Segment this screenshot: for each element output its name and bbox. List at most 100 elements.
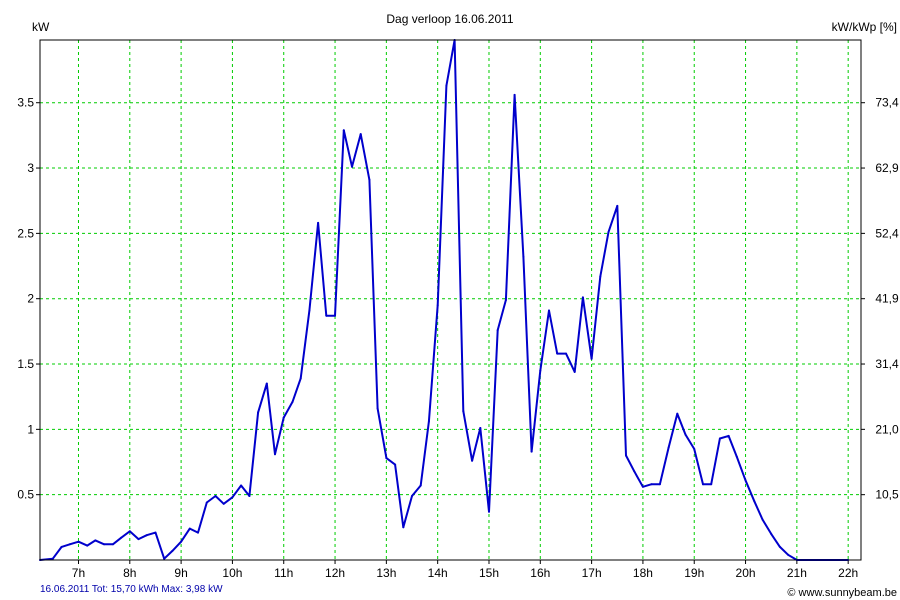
x-tick-label: 22h: [838, 566, 858, 580]
y-tick-label-left: 3: [27, 161, 34, 175]
data-point: [556, 352, 559, 355]
data-point: [103, 543, 106, 546]
data-point: [214, 495, 217, 497]
footer-copyright: © www.sunnybeam.be: [787, 587, 897, 599]
data-point: [693, 447, 696, 450]
data-point: [154, 531, 157, 534]
y-tick-label-left: 2.5: [17, 226, 34, 240]
data-point: [137, 538, 140, 541]
grid: [40, 40, 861, 560]
data-point: [522, 255, 525, 258]
data-point: [735, 455, 738, 458]
y-tick-label-left: 3.5: [17, 96, 34, 110]
data-point: [86, 544, 89, 547]
data-point: [231, 496, 234, 499]
data-point: [291, 400, 294, 403]
data-point: [376, 407, 379, 410]
data-point: [368, 178, 371, 181]
data-point: [325, 314, 328, 317]
data-point: [718, 437, 721, 440]
data-point: [625, 454, 627, 457]
footer-summary: 16.06.2011 Tot: 15,70 kWh Max: 3,98 kW: [40, 584, 223, 595]
data-point: [299, 377, 302, 380]
data-point: [436, 304, 439, 307]
data-point: [727, 434, 730, 437]
data-point: [633, 470, 636, 473]
data-point: [650, 483, 653, 486]
data-point: [667, 446, 670, 449]
data-point: [513, 93, 516, 96]
data-point: [641, 485, 644, 488]
data-point: [60, 545, 63, 548]
data-point: [479, 427, 482, 429]
data-point: [308, 309, 311, 312]
data-point: [197, 531, 199, 534]
data-point: [496, 329, 499, 332]
chart-title: Dag verloop 16.06.2011: [386, 12, 514, 26]
data-point: [163, 557, 166, 560]
x-tick-label: 14h: [428, 566, 448, 580]
y-tick-label-right: 10,5: [875, 488, 899, 502]
data-point: [471, 459, 474, 462]
data-point: [565, 352, 567, 355]
data-point: [120, 536, 123, 539]
data-point: [616, 204, 619, 207]
data-point: [128, 530, 131, 533]
data-point: [676, 412, 679, 415]
data-point: [462, 410, 465, 413]
data-point: [427, 420, 430, 423]
data-point: [94, 539, 97, 542]
data-point: [240, 484, 243, 487]
y-tick-label-left: 1: [27, 422, 34, 436]
data-point: [282, 416, 285, 419]
x-tick-label: 18h: [633, 566, 653, 580]
y-tick-label-right: 52,4: [875, 226, 899, 240]
y-tick-label-right: 41,9: [875, 292, 899, 306]
data-point: [590, 357, 593, 360]
data-point: [77, 540, 80, 543]
data-point: [581, 296, 584, 299]
data-point: [171, 549, 174, 552]
x-tick-label: 17h: [582, 566, 602, 580]
y-tick-label-right: 62,9: [875, 161, 899, 175]
data-point: [257, 411, 260, 414]
x-tick-label: 10h: [222, 566, 242, 580]
y-tick-label-right: 31,4: [875, 357, 899, 371]
x-tick-label: 19h: [684, 566, 704, 580]
data-point: [248, 495, 251, 497]
data-point: [188, 527, 191, 530]
data-point: [419, 484, 422, 487]
data-point: [205, 501, 208, 504]
data-point: [548, 309, 550, 312]
data-point: [68, 543, 71, 546]
data-point: [702, 483, 704, 486]
series-layer: [39, 39, 850, 561]
data-point: [778, 545, 781, 548]
data-point: [265, 382, 268, 385]
data-point: [342, 129, 345, 132]
data-point: [753, 500, 756, 503]
x-tick-label: 15h: [479, 566, 499, 580]
data-point: [411, 495, 413, 497]
data-point: [787, 553, 790, 556]
x-tick-label: 9h: [174, 566, 187, 580]
x-tick-label: 7h: [72, 566, 85, 580]
data-point: [530, 450, 533, 453]
data-point: [145, 534, 148, 537]
y-tick-label-left: 0.5: [17, 488, 34, 502]
data-point: [222, 502, 225, 505]
data-point: [274, 453, 276, 456]
plot-frame: [39, 39, 862, 561]
x-tick-label: 11h: [274, 566, 293, 580]
y-axis-label-right: kW/kWp [%]: [832, 20, 897, 34]
y-axis-label-left: kW: [32, 20, 50, 34]
x-tick-label: 16h: [530, 566, 550, 580]
data-point: [607, 231, 610, 234]
data-point: [334, 314, 336, 317]
data-point: [445, 84, 448, 87]
data-point: [539, 369, 542, 372]
data-point: [488, 510, 490, 513]
data-point: [180, 540, 183, 543]
tick-labels: 7h 8h 9h 10h 11h 12h 13h 14h 15h 16h 17h 18h 19h 20h 2…: [17, 96, 899, 580]
data-point: [359, 133, 362, 136]
